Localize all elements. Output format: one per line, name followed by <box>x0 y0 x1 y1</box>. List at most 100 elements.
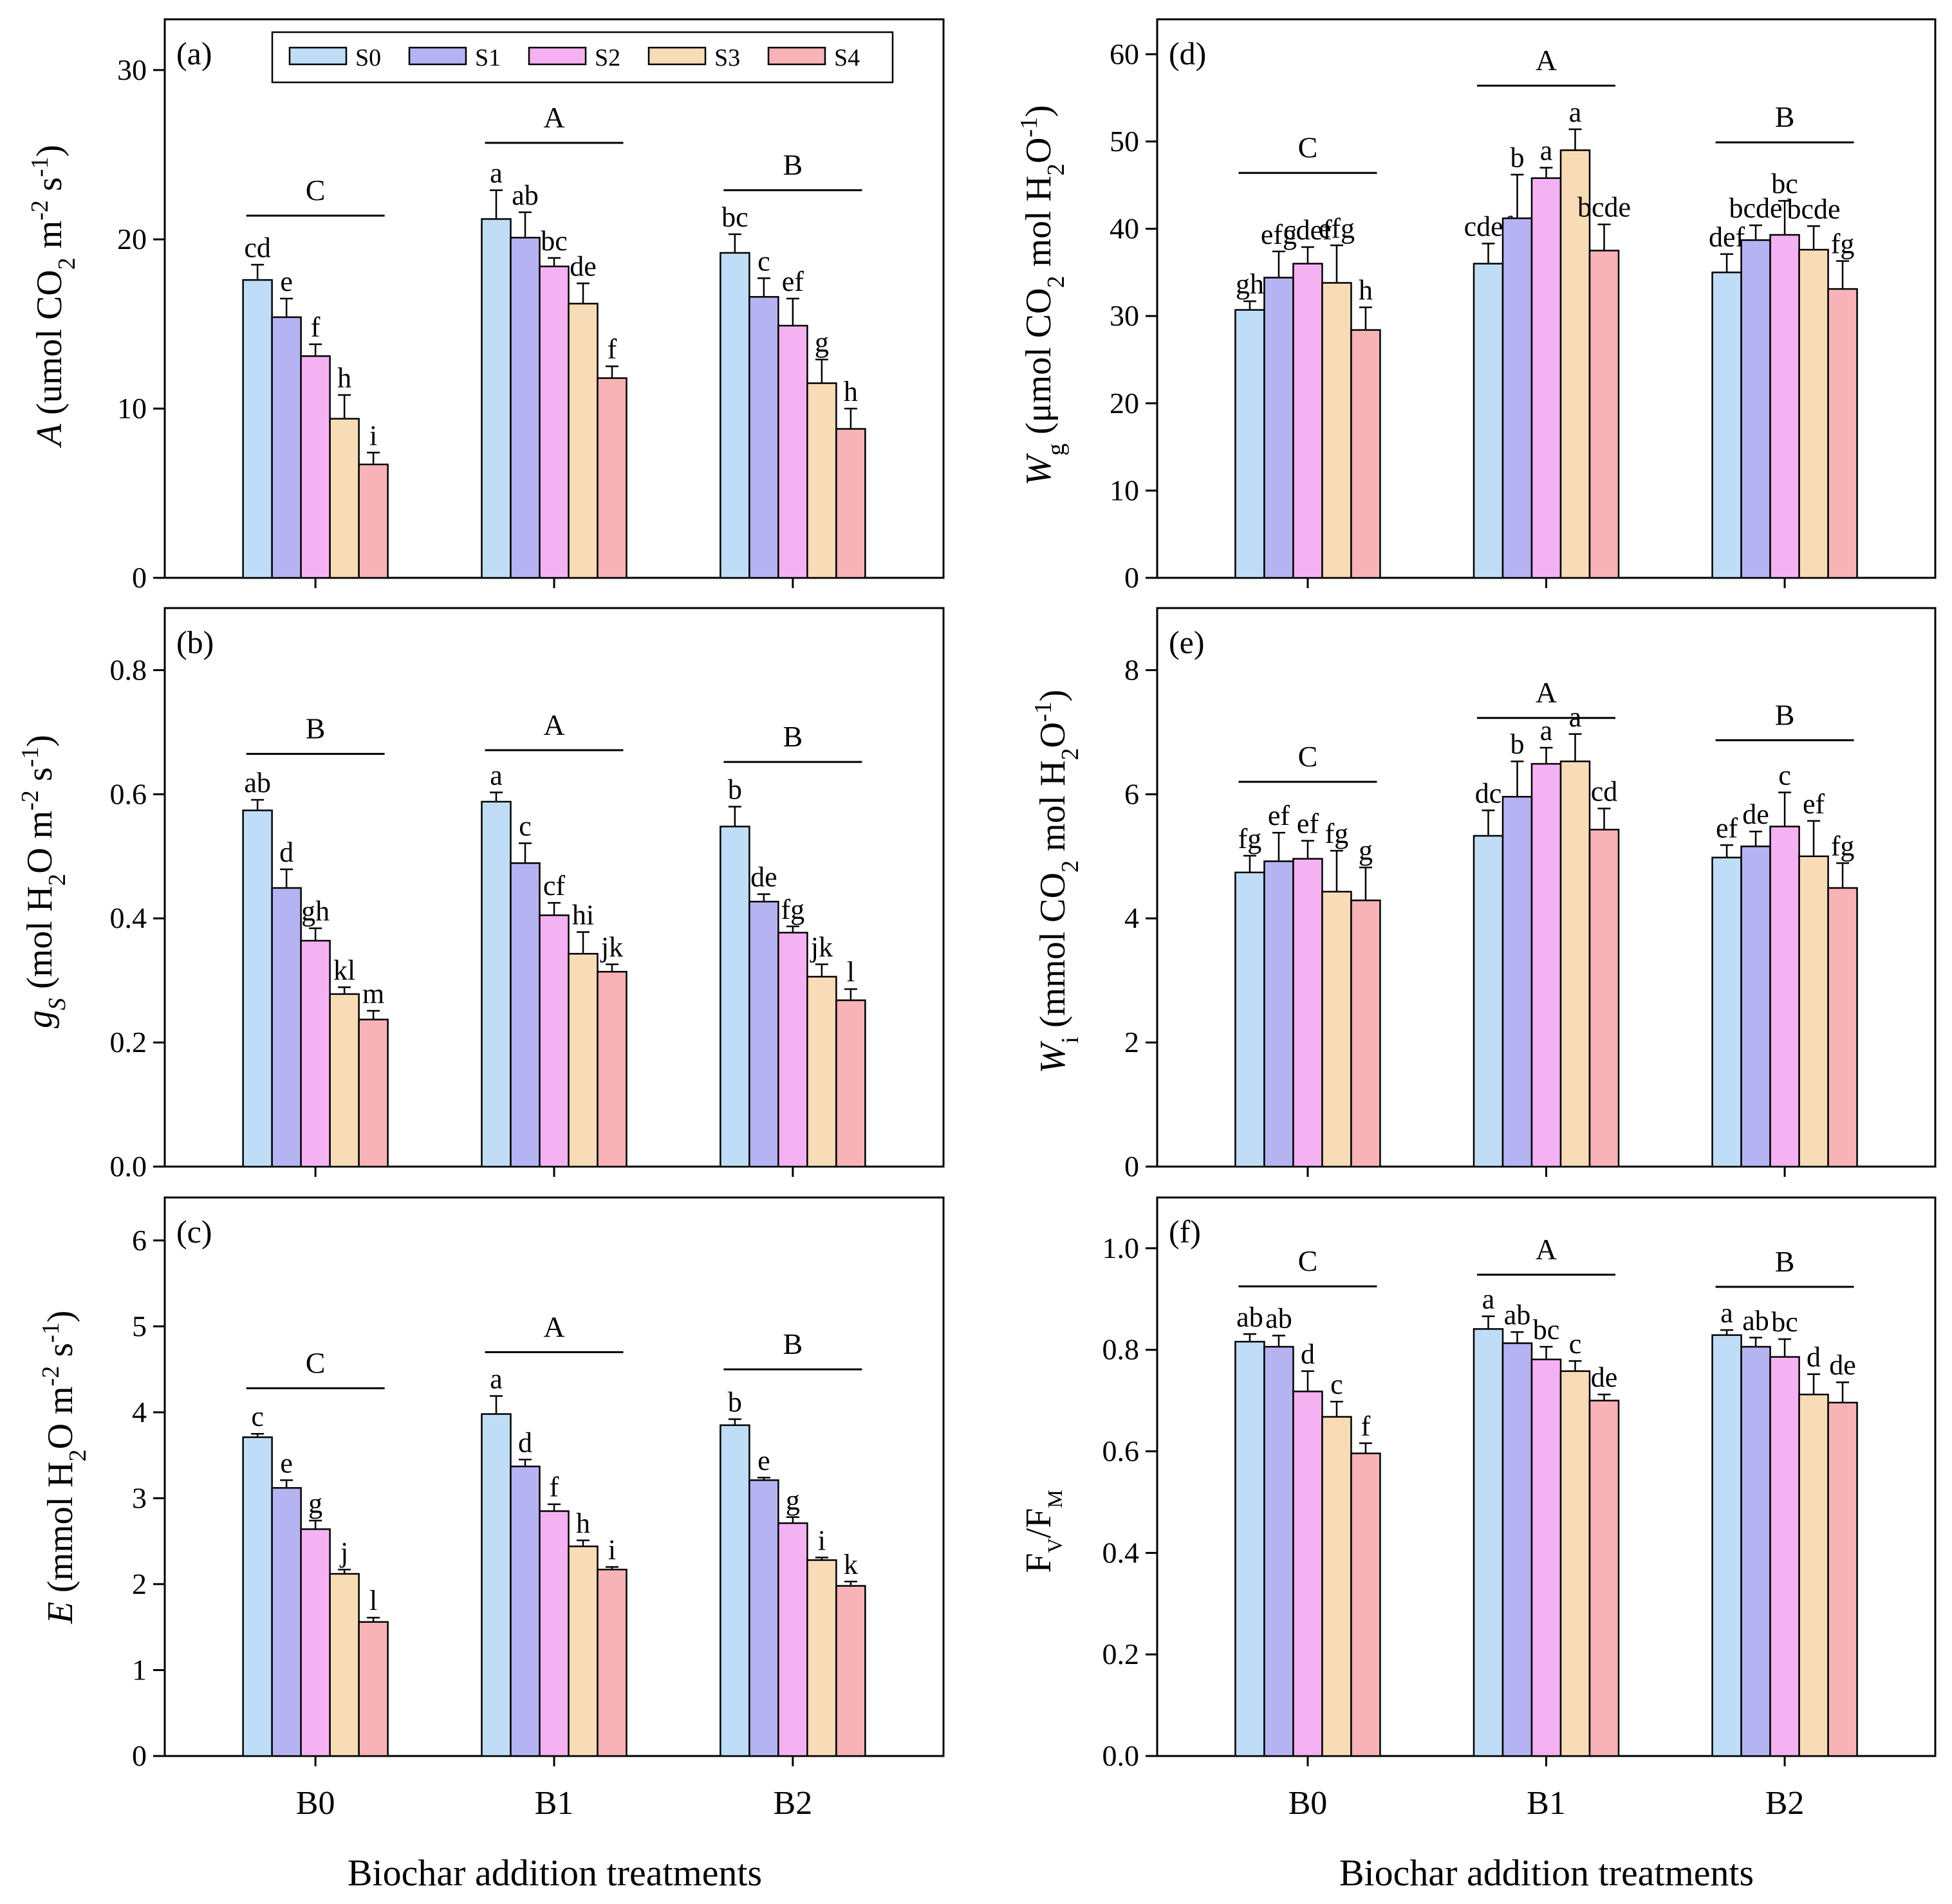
significance-letter-e: fg <box>1831 830 1855 862</box>
bar-c-b0-s3 <box>329 1573 360 1757</box>
y-title-e-part2: mol H <box>1033 760 1073 860</box>
significance-letter-c: h <box>576 1508 590 1539</box>
bar-a-b2-s0 <box>720 252 750 579</box>
significance-letter-e: fg <box>1325 818 1349 849</box>
bar-f-b0-s3 <box>1321 1416 1352 1757</box>
significance-letter-b: cf <box>543 870 566 901</box>
panel-label-e: (e) <box>1169 624 1205 660</box>
significance-letter-a: bc <box>721 201 748 233</box>
significance-letter-e: c <box>1778 759 1791 791</box>
y-tick-label-c: 3 <box>132 1481 147 1514</box>
bar-b-b1-s3 <box>568 952 599 1168</box>
y-title-a-symbol: A <box>30 423 70 448</box>
bar-d-b0-s2 <box>1292 263 1323 579</box>
y-title-a-sup2: -1 <box>26 157 53 178</box>
y-tick-label-f: 0.8 <box>1102 1333 1140 1366</box>
bar-d-b0-s1 <box>1263 277 1294 579</box>
bar-a-b1-s4 <box>597 377 627 579</box>
y-title-c-part2: O m <box>41 1386 80 1449</box>
y-tick-label-d: 40 <box>1110 212 1139 245</box>
significance-letter-e: ef <box>1297 808 1319 840</box>
bar-b-b0-s1 <box>271 887 302 1168</box>
y-tick-label-a: 10 <box>117 392 147 425</box>
significance-letter-f: de <box>1591 1362 1618 1393</box>
bar-a-b2-s3 <box>806 382 837 579</box>
group-letter-d: A <box>1536 44 1557 77</box>
bar-c-b0-s1 <box>271 1487 302 1757</box>
bar-b-b0-s3 <box>329 993 360 1168</box>
significance-letter-d: def <box>1709 221 1745 253</box>
significance-letter-f: c <box>1330 1369 1343 1400</box>
legend-label-s1: S1 <box>475 44 501 71</box>
panel-b: 0.00.20.40.60.8(b)abdghklmBaccfhijkAbdef… <box>110 607 945 1183</box>
bar-f-b2-s3 <box>1798 1393 1829 1757</box>
significance-letter-b: kl <box>333 954 355 986</box>
bar-e-b1-s4 <box>1588 829 1620 1168</box>
bar-d-b1-s0 <box>1473 263 1504 579</box>
significance-letter-d: a <box>1540 135 1553 167</box>
group-letter-a: C <box>306 174 326 207</box>
y-title-b-symbol: g <box>20 1010 60 1028</box>
significance-letter-c: k <box>844 1549 858 1580</box>
y-title-c-part1: (mmol H <box>41 1461 80 1602</box>
significance-letter-b: b <box>728 774 742 806</box>
significance-letter-a: de <box>570 250 597 282</box>
bar-a-b2-s1 <box>748 296 779 579</box>
significance-letter-a: bc <box>541 225 568 257</box>
bar-e-b0-s0 <box>1234 871 1265 1168</box>
category-label-b0: B0 <box>1288 1785 1328 1822</box>
significance-letter-f: ab <box>1236 1301 1263 1333</box>
significance-letter-c: l <box>369 1585 377 1616</box>
group-letter-c: A <box>543 1310 564 1343</box>
bar-d-b1-s4 <box>1588 250 1620 579</box>
y-title-e-sub1: 2 <box>1057 860 1084 873</box>
legend: S0 S1 S2 S3 S4 <box>271 31 894 84</box>
y-tick-label-c: 0 <box>132 1739 147 1772</box>
y-title-b-sup1: -2 <box>17 790 44 811</box>
group-letter-f: A <box>1536 1233 1557 1266</box>
bar-c-b1-s0 <box>481 1413 512 1757</box>
bar-e-b2-s4 <box>1827 887 1858 1168</box>
bar-a-b0-s2 <box>300 355 331 579</box>
significance-letter-d: h <box>1359 275 1373 306</box>
bar-c-b2-s1 <box>748 1479 779 1757</box>
y-title-c-sup1: -2 <box>37 1366 64 1387</box>
group-letter-c: B <box>783 1327 803 1360</box>
y-axis-title-c: E (mmol H2O m-2 s-1) <box>37 1311 91 1625</box>
bar-d-b2-s1 <box>1740 239 1771 579</box>
y-tick-label-d: 20 <box>1110 387 1139 420</box>
group-letter-f: C <box>1298 1244 1318 1277</box>
bar-b-b1-s4 <box>597 970 627 1168</box>
group-letter-c: C <box>306 1346 326 1379</box>
significance-letter-f: a <box>1720 1297 1733 1329</box>
bar-a-b0-s3 <box>329 418 360 579</box>
significance-letter-a: e <box>280 266 293 297</box>
bar-c-b1-s1 <box>510 1465 541 1757</box>
group-letter-a: A <box>543 101 564 134</box>
legend-swatch-s4 <box>767 46 826 66</box>
significance-letter-d: a <box>1569 97 1582 128</box>
panel-label-f: (f) <box>1169 1214 1201 1250</box>
y-title-a-part3: s <box>30 177 70 200</box>
significance-letter-a: ef <box>782 266 804 297</box>
y-title-b-sup2: -1 <box>17 747 44 768</box>
bar-c-b2-s3 <box>806 1559 837 1757</box>
significance-letter-e: cd <box>1591 776 1618 808</box>
significance-letter-c: e <box>280 1447 293 1479</box>
y-tick-label-f: 1.0 <box>1102 1232 1140 1264</box>
bar-e-b0-s2 <box>1292 858 1323 1168</box>
significance-letter-e: dc <box>1475 777 1502 809</box>
group-letter-f: B <box>1775 1245 1795 1278</box>
y-title-b-sub: 2 <box>44 874 71 886</box>
y-tick-label-d: 60 <box>1110 37 1139 70</box>
bar-a-b1-s3 <box>568 302 599 579</box>
bar-b-b1-s1 <box>510 862 541 1168</box>
bar-e-b1-s3 <box>1559 760 1591 1168</box>
significance-letter-f: d <box>1301 1338 1315 1370</box>
significance-letter-d: efg <box>1261 219 1297 250</box>
bar-b-b0-s4 <box>358 1019 389 1168</box>
y-title-a-sup1: -2 <box>26 200 53 221</box>
legend-swatch-s3 <box>647 46 707 66</box>
